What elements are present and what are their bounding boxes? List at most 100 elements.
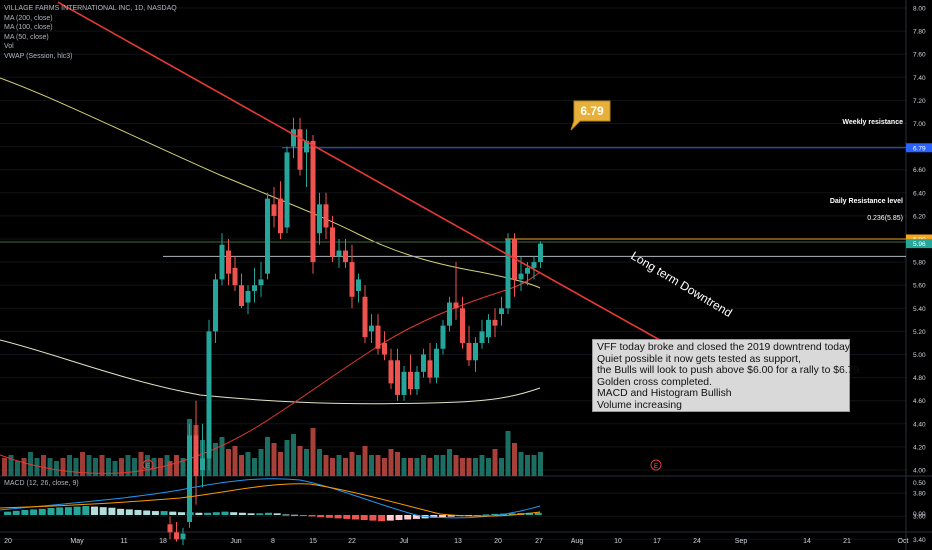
candle-body (180, 533, 186, 540)
macd-histogram-bar (204, 512, 212, 515)
candle-body (174, 532, 179, 540)
candle-body (382, 342, 387, 355)
volume-bar (86, 455, 92, 476)
price-tick-label: 7.00 (913, 121, 926, 128)
macd-histogram-bar (291, 514, 299, 516)
candle-body (525, 267, 530, 274)
volume-bar (226, 449, 231, 476)
candle-body (200, 458, 205, 470)
price-badge-label: 6.79 (913, 145, 926, 152)
volume-bar (317, 449, 322, 476)
candle-body (356, 279, 361, 291)
candle-body (239, 285, 244, 306)
candle-body (265, 198, 270, 274)
macd-histogram-bar (99, 507, 107, 515)
candle-body (505, 239, 511, 309)
candle-body (375, 325, 381, 349)
macd-histogram-bar (30, 509, 38, 515)
volume-bar (28, 452, 33, 476)
chart-title: VILLAGE FARMS INTERNATIONAL INC, 1D, NAS… (4, 5, 177, 12)
volume-bar (60, 458, 66, 476)
volume-bar (349, 452, 355, 476)
candle-body (427, 360, 433, 378)
volume-bars (2, 419, 543, 476)
candle-body (460, 308, 465, 343)
macd-histogram-bar (178, 512, 185, 515)
macd-histogram-bar (21, 509, 29, 515)
macd-histogram-bar (482, 514, 490, 516)
time-tick-label: Aug (571, 538, 584, 545)
volume-bar (395, 452, 400, 476)
candle-body (278, 198, 283, 234)
volume-bar (99, 455, 105, 476)
price-tick-label: 4.00 (913, 468, 926, 475)
analysis-note[interactable]: VFF today broke and closed the 2019 down… (592, 339, 862, 412)
note-line: VFF today broke and closed the 2019 down… (597, 342, 853, 353)
macd-histogram-bar (82, 506, 90, 515)
volume-bar (531, 455, 537, 476)
volume-bar (93, 458, 98, 476)
candle-body (252, 285, 257, 291)
volume-bar (132, 458, 137, 476)
downtrend-label: Long term Downtrend (628, 249, 734, 320)
price-tick-label: 7.20 (913, 98, 926, 105)
candle-body (343, 250, 348, 263)
volume-bar (271, 443, 277, 476)
macd-histogram-bar (491, 513, 499, 515)
macd-tick-label: 0.50 (913, 480, 926, 487)
volume-bar (2, 458, 7, 476)
price-tick-label: 4.60 (913, 398, 926, 405)
time-tick-label: Jul (400, 538, 409, 545)
candle-body (395, 360, 400, 395)
candle-body (499, 308, 504, 315)
macd-legend[interactable]: MACD (12, 26, close, 9) (4, 480, 79, 487)
volume-bar (310, 428, 316, 476)
legend-ma100[interactable]: MA (100, close) (4, 24, 53, 31)
price-tick-label: 6.60 (913, 167, 926, 174)
legend-ma50[interactable]: MA (50, close) (4, 33, 49, 41)
candle-body (349, 262, 355, 297)
price-tick-label: 6.20 (913, 213, 926, 220)
candle-body (408, 371, 413, 390)
volume-bar (180, 458, 186, 476)
macd-histogram-bar (317, 515, 325, 518)
moving-averages (0, 77, 541, 474)
macd-histogram-bar (265, 512, 272, 515)
volume-bar (336, 455, 342, 476)
price-badge (906, 234, 932, 244)
volume-bar (47, 458, 53, 476)
note-line: MACD and Histogram Bullish (597, 388, 732, 399)
volume-bar (414, 458, 420, 476)
macd-histogram-bar (378, 515, 386, 522)
signal-line (0, 483, 541, 517)
candle-body (304, 140, 309, 153)
macd-histogram-bar (282, 514, 290, 516)
candle-body (167, 524, 173, 533)
candle-body (466, 342, 472, 361)
volume-bar (67, 455, 72, 476)
macd-histogram-bar (352, 515, 359, 520)
earnings-marker (650, 459, 662, 471)
macd-histogram-bar (117, 508, 125, 515)
macd-histogram-bar (238, 512, 246, 515)
legend-vwap[interactable]: VWAP (Session, hlc3) (4, 52, 73, 60)
volume-bar (304, 449, 309, 476)
volume-bar (145, 455, 150, 476)
volume-bar (401, 458, 407, 476)
volume-bar (538, 452, 543, 476)
legend-vol[interactable]: Vol (4, 43, 14, 50)
volume-bar (8, 455, 14, 476)
price-tick-label: 7.40 (913, 75, 926, 82)
legend-ma200[interactable]: MA (200, close) (4, 14, 53, 22)
volume-bar (486, 458, 491, 476)
time-tick-label: 15 (309, 538, 317, 545)
candle-body (421, 354, 426, 372)
volume-bar (343, 458, 348, 476)
candle-body (453, 302, 459, 309)
volume-bar (112, 461, 118, 476)
time-tick-label: 13 (454, 538, 462, 545)
candle-body (284, 152, 290, 228)
candle-body (226, 250, 231, 274)
macd-histogram-bar (195, 512, 203, 515)
